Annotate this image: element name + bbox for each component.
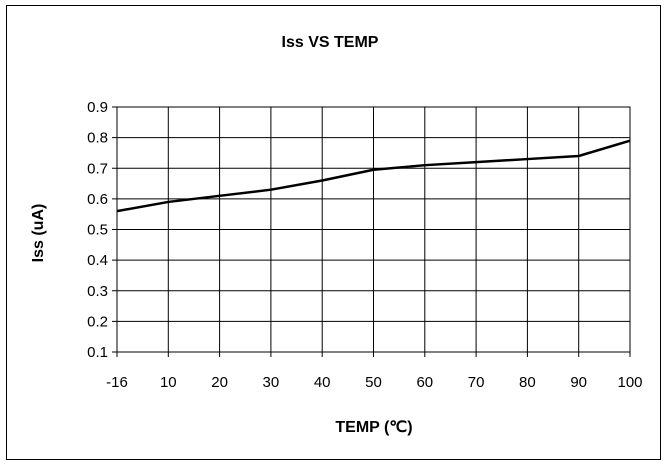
x-tick-labels: -16 10 20 30 40 50 60 70 80 90 100 <box>106 352 643 391</box>
y-axis-label: Iss (uA) <box>30 204 47 263</box>
y-tick-label: 0.7 <box>87 160 108 177</box>
y-tick-label: 0.6 <box>87 191 108 208</box>
x-tick-label: 30 <box>263 374 280 391</box>
series-line <box>116 139 631 213</box>
y-tick-label: 0.3 <box>87 283 108 300</box>
x-axis-label: TEMP (℃) <box>335 419 412 436</box>
x-tick-label: 100 <box>617 374 642 391</box>
x-tick-label: 40 <box>314 374 331 391</box>
x-tick-label: 70 <box>468 374 485 391</box>
x-tick-label: 80 <box>519 374 536 391</box>
series-layer <box>116 139 631 213</box>
x-tick-label: 10 <box>160 374 177 391</box>
y-tick-label: 0.1 <box>87 344 108 361</box>
x-tick-label: 90 <box>570 374 587 391</box>
y-tick-label: 0.8 <box>87 130 108 147</box>
x-tick-label: 60 <box>416 374 433 391</box>
y-tick-label: 0.4 <box>87 252 108 269</box>
y-tick-label: 0.5 <box>87 222 108 239</box>
grid <box>117 107 630 352</box>
y-tick-label: 0.9 <box>87 99 108 116</box>
x-tick-label: -16 <box>106 374 128 391</box>
y-tick-label: 0.2 <box>87 313 108 330</box>
x-tick-label: 20 <box>211 374 228 391</box>
y-tick-labels: 0.1 0.2 0.3 0.4 0.5 0.6 0.7 0.8 0.9 <box>87 99 117 361</box>
chart-frame <box>6 5 661 460</box>
chart-title: Iss VS TEMP <box>282 34 379 51</box>
x-tick-label: 50 <box>365 374 382 391</box>
